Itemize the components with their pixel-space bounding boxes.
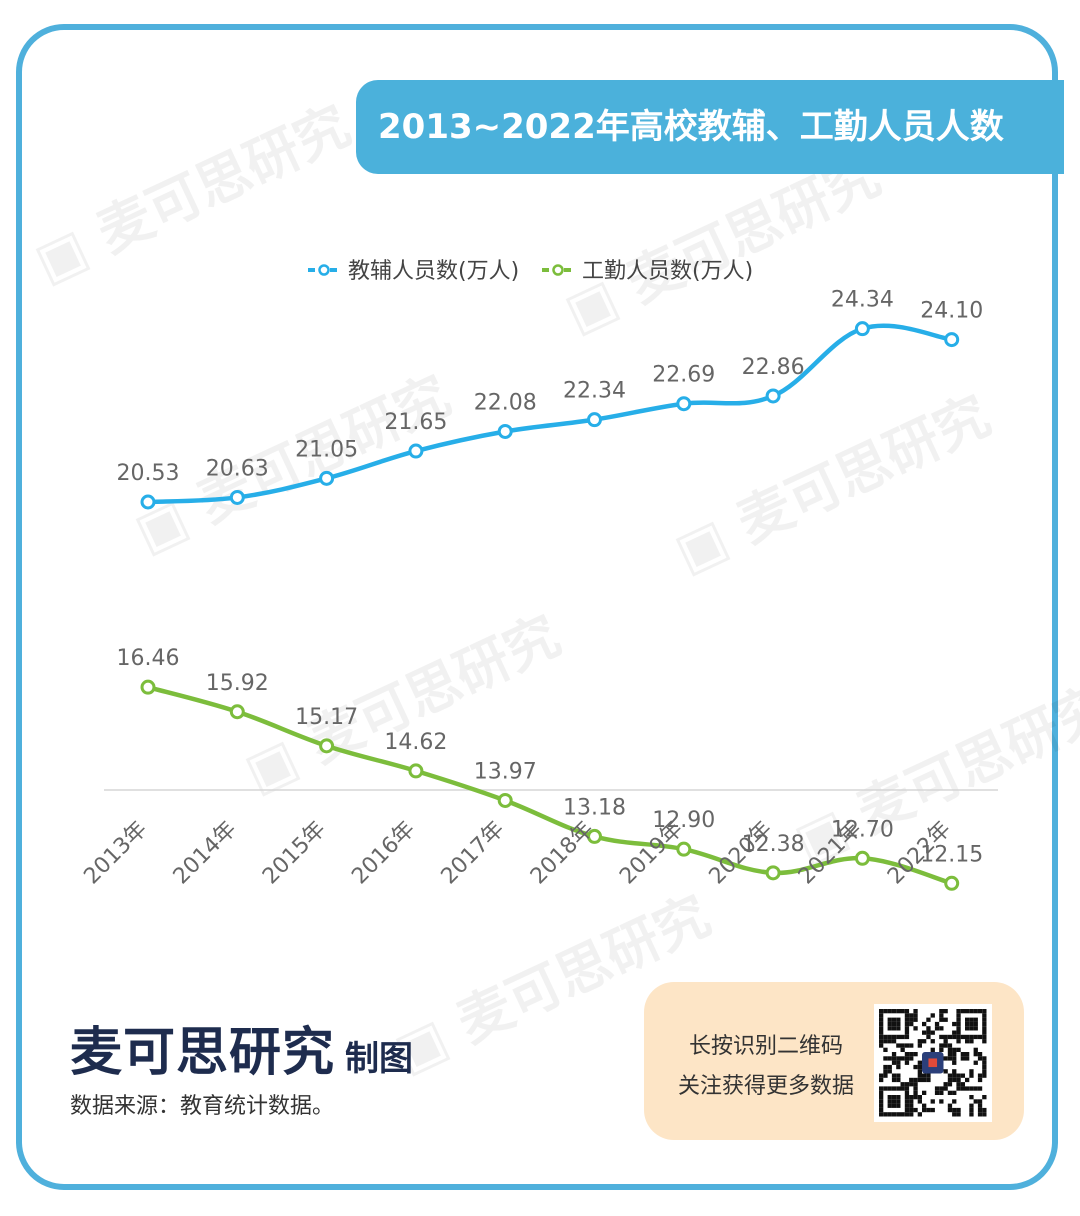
x-tick-label: 2013年	[79, 817, 152, 890]
legend-marker	[318, 264, 330, 276]
series-line	[145, 323, 954, 505]
data-point	[497, 792, 513, 808]
data-point	[676, 396, 692, 412]
data-point	[944, 332, 960, 348]
series-line	[145, 684, 954, 886]
x-tick-label: 2018年	[526, 817, 599, 890]
data-label: 22.86	[742, 355, 805, 380]
line-chart: 教辅人员数(万人) 工勤人员数(万人) 20.53 20.63 21.05 21.65 22…	[79, 259, 998, 891]
data-point	[854, 321, 870, 337]
data-label: 20.63	[206, 456, 269, 481]
x-tick-label: 2017年	[437, 817, 510, 890]
x-tick-label: 2014年	[169, 817, 242, 890]
data-point	[676, 841, 692, 857]
data-label: 21.05	[295, 437, 358, 462]
data-point	[587, 828, 602, 844]
legend-label: 工勤人员数(万人)	[582, 259, 753, 284]
data-point	[319, 470, 335, 486]
data-label: 12.70	[831, 817, 894, 842]
brand-label: 麦可思研究 制图	[70, 1010, 413, 1085]
legend-item: 教辅人员数(万人)	[308, 259, 519, 284]
data-point	[140, 494, 156, 510]
data-label: 12.15	[920, 842, 983, 867]
data-source: 数据来源：教育统计数据。	[70, 1094, 335, 1119]
data-point	[408, 443, 424, 459]
legend-marker	[552, 264, 564, 276]
data-point	[854, 850, 870, 866]
legend-label: 教辅人员数(万人)	[348, 259, 519, 284]
data-label: 22.08	[474, 390, 537, 415]
data-point	[408, 763, 424, 779]
data-point	[497, 423, 513, 439]
data-label: 22.34	[563, 379, 626, 404]
data-label: 12.38	[742, 832, 805, 857]
data-label: 13.97	[474, 759, 537, 784]
data-label: 16.46	[117, 646, 180, 671]
qr-text-line2: 关注获得更多数据	[677, 1074, 854, 1099]
qr-code-icon[interactable]	[874, 1004, 992, 1122]
data-label: 24.34	[831, 288, 894, 313]
legend-item: 工勤人员数(万人)	[542, 259, 753, 284]
data-point	[229, 489, 245, 505]
qr-card[interactable]: 长按识别二维码 关注获得更多数据	[644, 982, 1024, 1140]
qr-text-line1: 长按识别二维码	[688, 1034, 843, 1059]
data-label: 24.10	[920, 299, 983, 324]
data-label: 15.92	[206, 671, 269, 696]
data-point	[319, 738, 335, 754]
data-label: 22.69	[652, 363, 715, 388]
chart-title: 2013~2022年高校教辅、工勤人员人数	[356, 80, 1064, 174]
data-label: 13.18	[563, 795, 626, 820]
data-point	[229, 704, 245, 720]
data-label: 14.62	[384, 730, 447, 755]
data-point	[944, 875, 960, 891]
data-point	[765, 865, 781, 881]
brand-suffix: 制图	[345, 1039, 414, 1079]
data-label: 21.65	[384, 410, 447, 435]
brand-name: 麦可思研究	[70, 1023, 336, 1083]
data-label: 15.17	[295, 705, 358, 730]
x-tick-label: 2016年	[347, 817, 420, 890]
data-label: 12.90	[652, 808, 715, 833]
data-point	[765, 388, 781, 404]
x-tick-label: 2015年	[258, 817, 331, 890]
data-label: 20.53	[117, 461, 180, 486]
data-point	[587, 412, 602, 428]
data-point	[140, 679, 156, 695]
